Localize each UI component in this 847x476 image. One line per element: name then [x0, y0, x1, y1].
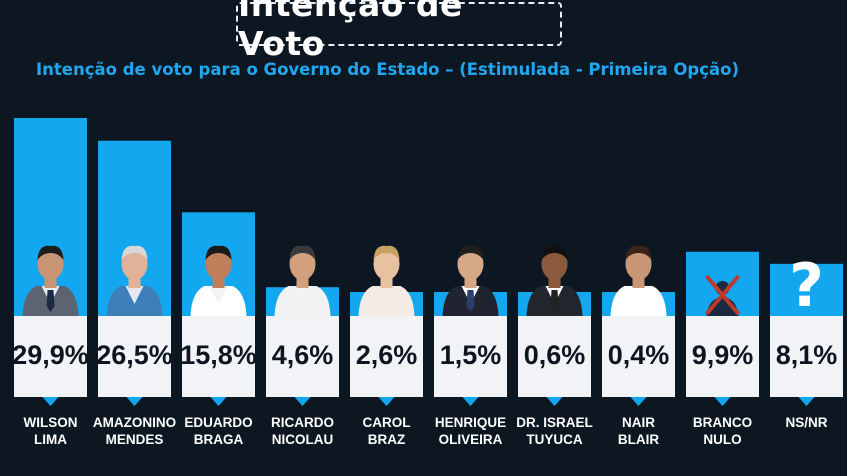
photo-neck — [212, 278, 225, 288]
photo-collar — [377, 286, 396, 304]
photo-head — [289, 248, 316, 280]
category-label: HENRIQUE — [435, 415, 506, 430]
value-card — [98, 316, 171, 397]
photo-head — [373, 248, 400, 280]
data-label: 1,5% — [440, 340, 502, 370]
category-label: EDUARDO — [184, 415, 252, 430]
value-card — [434, 316, 507, 397]
photo-hair — [37, 245, 64, 260]
title-box: Intenção de Voto — [236, 0, 562, 63]
category-label: BLAIR — [618, 432, 659, 447]
photo-collar — [125, 286, 144, 304]
photo-neck — [128, 278, 141, 288]
photo-hair — [373, 245, 400, 260]
photo-head — [625, 248, 652, 280]
category-label: WILSON — [24, 415, 78, 430]
chart-title: Intenção de Voto — [238, 0, 463, 63]
category-label: BRAZ — [368, 432, 406, 447]
value-card — [266, 316, 339, 397]
data-label: 8,1% — [776, 340, 838, 370]
card-pointer — [546, 397, 563, 406]
value-card — [14, 316, 87, 397]
card-pointer — [294, 397, 311, 406]
category-label: DR. ISRAEL — [516, 415, 593, 430]
photo-neck — [44, 278, 57, 288]
category-label: AMAZONINO — [93, 415, 176, 430]
category-label: MENDES — [106, 432, 164, 447]
photo-hair — [121, 245, 148, 260]
data-label: 2,6% — [356, 340, 418, 370]
value-card — [518, 316, 591, 397]
question-mark-icon: ? — [789, 251, 824, 321]
photo-hair — [541, 245, 568, 260]
data-label: 9,9% — [692, 340, 754, 370]
photo-head — [205, 248, 232, 280]
data-label: 0,4% — [608, 340, 670, 370]
category-label: NULO — [703, 432, 741, 447]
bar — [770, 263, 843, 318]
data-label: 4,6% — [272, 340, 334, 370]
photo-tie — [550, 290, 559, 312]
category-label: BRANCO — [693, 415, 752, 430]
category-label: TUYUCA — [526, 432, 582, 447]
card-pointer — [210, 397, 227, 406]
data-label: 26,5% — [96, 340, 173, 370]
photo-head — [121, 248, 148, 280]
card-pointer — [798, 397, 815, 406]
value-card — [770, 316, 843, 397]
photo-hair — [289, 245, 316, 260]
photo-head — [457, 248, 484, 280]
card-pointer — [378, 397, 395, 406]
category-label: NS/NR — [785, 415, 827, 430]
data-label: 29,9% — [12, 340, 89, 370]
photo-collar — [293, 286, 312, 304]
photo-tie — [466, 290, 475, 312]
photo-neck — [464, 278, 477, 288]
category-label: NICOLAU — [272, 432, 334, 447]
category-label: OLIVEIRA — [439, 432, 503, 447]
value-card — [686, 316, 759, 397]
value-card — [182, 316, 255, 397]
category-label: BRAGA — [194, 432, 244, 447]
chart-subtitle: Intenção de voto para o Governo do Estad… — [36, 60, 739, 79]
photo-neck — [380, 278, 393, 288]
photo-neck — [296, 278, 309, 288]
photo-hair — [625, 245, 652, 260]
value-card — [602, 316, 675, 397]
photo-head — [37, 248, 64, 280]
data-label: 0,6% — [524, 340, 586, 370]
card-pointer — [42, 397, 59, 406]
category-label: LIMA — [34, 432, 67, 447]
photo-tie — [46, 290, 55, 312]
card-pointer — [630, 397, 647, 406]
photo-hair — [205, 245, 232, 260]
card-pointer — [126, 397, 143, 406]
photo-head — [541, 248, 568, 280]
category-label: CAROL — [363, 415, 411, 430]
data-label: 15,8% — [180, 340, 257, 370]
category-label: NAIR — [622, 415, 655, 430]
photo-neck — [548, 278, 561, 288]
photo-collar — [629, 286, 648, 304]
photo-collar — [209, 286, 228, 304]
photo-hair — [457, 245, 484, 260]
value-card — [350, 316, 423, 397]
cross-line — [704, 274, 741, 316]
card-pointer — [462, 397, 479, 406]
category-label: RICARDO — [271, 415, 334, 430]
photo-neck — [632, 278, 645, 288]
card-pointer — [714, 397, 731, 406]
